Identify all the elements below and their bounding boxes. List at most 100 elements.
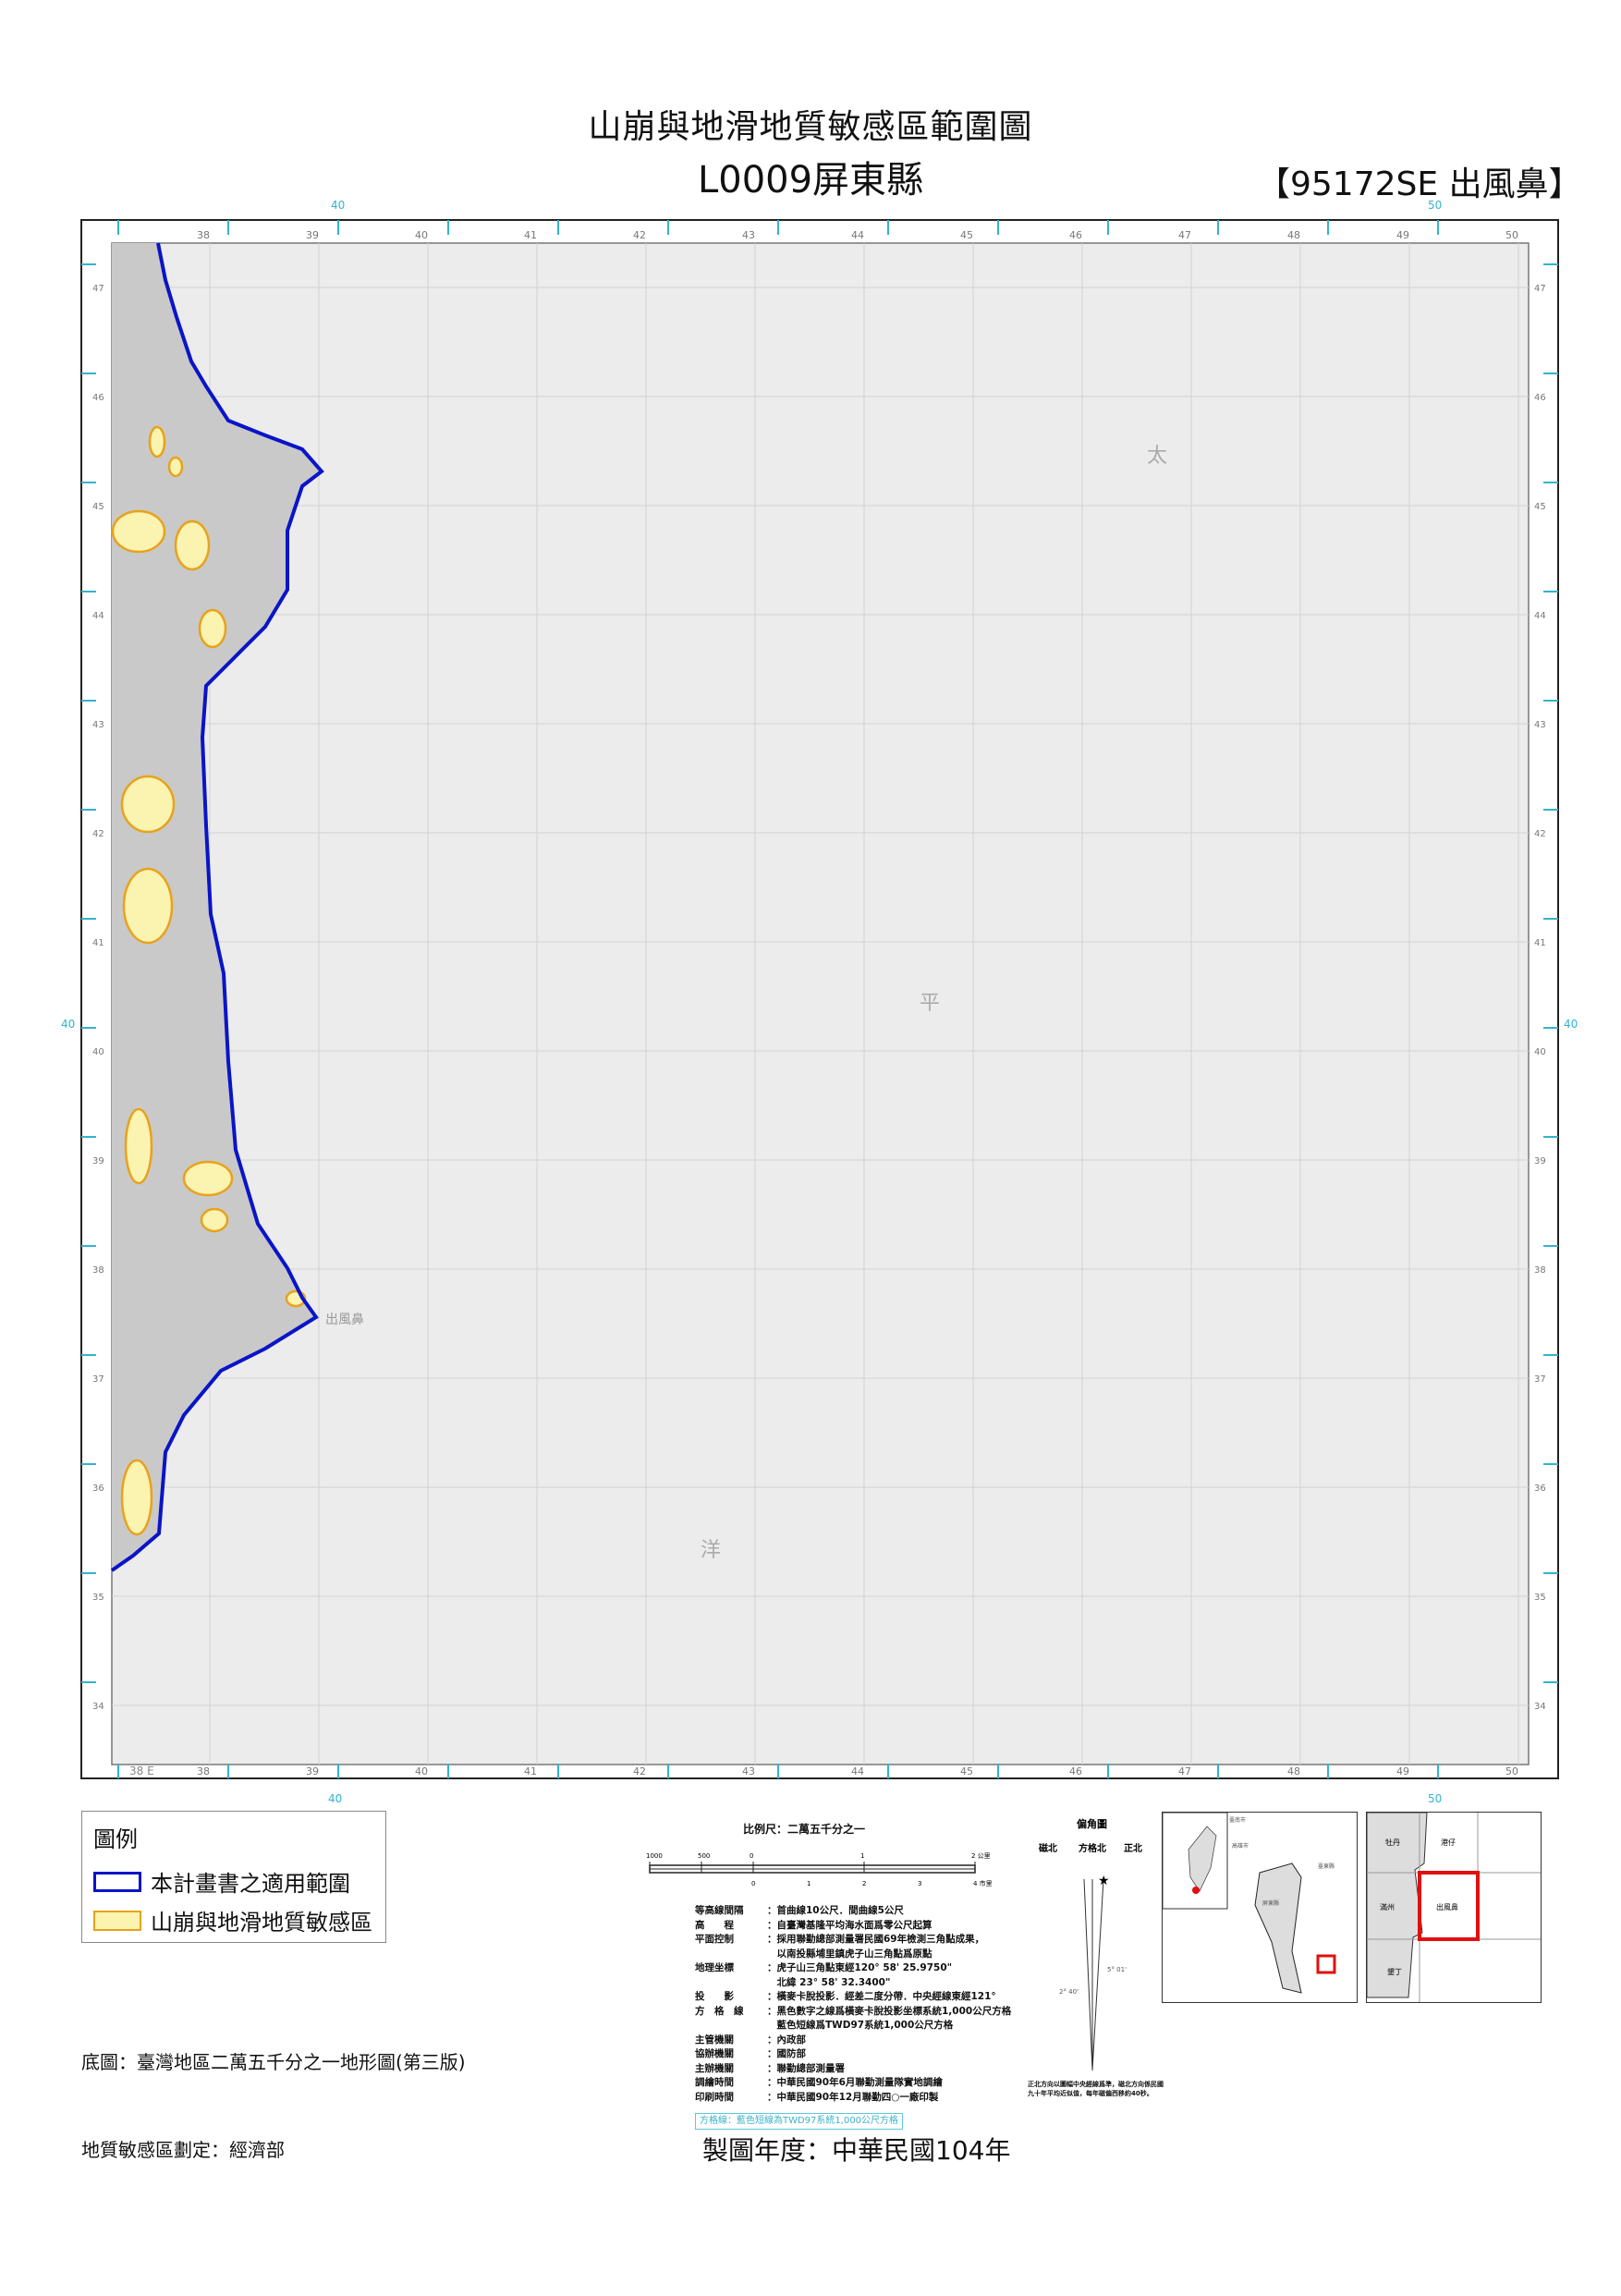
bottom-tick-label: 44	[851, 1765, 864, 1777]
spec-value: 採用聯勤總部測量署民國69年檢測三角點成果，	[776, 1934, 985, 1945]
right-tick-label: 35	[1534, 1593, 1546, 1603]
locator-map-sheets: 牡丹 港仔 滿州 出風鼻 墾丁	[1366, 1812, 1542, 2003]
scale-tick-label: 0	[751, 1880, 755, 1887]
spec-row: 等高線間隔 ：首曲線10公尺．間曲線5公尺	[695, 1904, 1011, 1919]
spec-key: 高 程	[695, 1919, 734, 1931]
scale-tick-label: 2 公里	[971, 1852, 991, 1860]
spec-separator: ：	[767, 2048, 777, 2059]
left-tick-label: 39	[92, 1156, 104, 1166]
spec-key: 調繪時間	[695, 2077, 734, 2088]
right-tick-label: 46	[1534, 393, 1546, 403]
spec-value: 黑色數字之線爲橫麥卡脫投影坐標系統1,000公尺方格	[776, 2005, 1012, 2017]
sheet-label: 牡丹	[1385, 1838, 1400, 1847]
spec-key: 平面控制	[695, 1934, 734, 1945]
right-tick-label: 38	[1534, 1265, 1546, 1276]
sheet-label: 港仔	[1441, 1838, 1456, 1847]
left-tick-label: 36	[92, 1484, 104, 1494]
angle-label: 5° 01'	[1107, 1966, 1127, 1973]
spec-row: 藍色短線爲TWD97系統1,000公尺方格	[695, 2019, 1011, 2033]
plan-boundary-line	[110, 242, 324, 1572]
legend-item-boundary: 本計畫書之適用範圍	[93, 1865, 350, 1898]
spec-row: 高 程 ：自臺灣基隆平均海水面爲零公尺起算	[695, 1919, 1011, 1934]
scale-bar: 1000 500 0 1 2 公里 0 1 2 3 4 市里	[646, 1852, 993, 1887]
sensitive-area-polygon	[174, 519, 211, 571]
left-tick-label: 34	[92, 1702, 104, 1712]
right-tick-label: 44	[1534, 611, 1546, 621]
top-tick-label: 50	[1505, 229, 1518, 241]
top-tick-label: 39	[306, 229, 319, 241]
legend-label: 山崩與地滑地質敏感區	[151, 1910, 372, 1936]
top-tick-label: 38	[197, 229, 210, 241]
top-tick-label: 41	[524, 229, 537, 241]
spec-row: 北緯 23° 58' 32.3400"	[695, 1976, 1011, 1991]
sensitive-area-polygon	[200, 1207, 229, 1233]
twd97-label: 50	[1428, 199, 1442, 212]
map-specifications: 等高線間隔 ：首曲線10公尺．間曲線5公尺高 程：自臺灣基隆平均海水面爲零公尺起算…	[695, 1904, 1011, 2105]
spec-row: 協辦機關 ：國防部	[695, 2047, 1011, 2062]
right-tick-label: 45	[1534, 502, 1546, 512]
left-tick-label: 43	[92, 720, 104, 730]
spec-separator: ：	[767, 2091, 777, 2103]
spec-separator: ：	[767, 2077, 777, 2088]
scale-tick-label: 4 市里	[973, 1879, 993, 1887]
spec-separator: ：	[767, 2062, 777, 2074]
spec-separator	[767, 1948, 777, 1960]
boundary-swatch	[93, 1871, 141, 1892]
right-tick-label: 41	[1534, 938, 1546, 948]
left-tick-label: 44	[92, 611, 104, 621]
top-tick-label: 48	[1287, 229, 1300, 241]
spec-separator: ：	[767, 2033, 777, 2046]
sensitive-area-polygon	[111, 509, 166, 554]
county-label: 臺南市	[1229, 1816, 1246, 1824]
spec-separator	[767, 2020, 777, 2031]
sheet-label: 出風鼻	[1436, 1902, 1458, 1911]
production-year: 製圖年度：中華民國104年	[702, 2135, 1011, 2166]
left-tick-label: 38	[92, 1265, 104, 1276]
spec-key: 主管機關	[695, 2033, 734, 2046]
scale-tick-label: 1	[860, 1852, 864, 1860]
sensitive-swatch	[93, 1910, 141, 1931]
bottom-tick-label: 50	[1505, 1765, 1518, 1777]
sheet-number: 【95172SE 出風鼻】	[1257, 165, 1582, 203]
top-tick-label: 49	[1396, 229, 1409, 241]
twd97-label: 40	[61, 1018, 75, 1031]
topographic-map[interactable]: 38 38 39 39 40 40 41 41 42 42 43 43 44 44 45 45 46 46 47 47…	[0, 0, 1621, 1812]
top-tick-label: 44	[851, 229, 864, 241]
spec-value: 中華民國90年6月聯勤測量隊實地調繪	[776, 2077, 943, 2088]
twd97-label: 40	[328, 1792, 342, 1805]
sensitive-area-polygon	[198, 608, 227, 649]
sensitive-area-polygon	[124, 1107, 153, 1185]
place-label: 出風鼻	[325, 1312, 364, 1327]
bottom-tick-label: 49	[1396, 1765, 1409, 1777]
bottom-tick-label: 48	[1287, 1765, 1300, 1777]
sheet-label: 墾丁	[1387, 1967, 1402, 1976]
declination-note: 正北方向以圖幅中央經線爲準，磁北方向係民國九十年平均近似值，每年磁偏西移約40秒…	[1028, 2081, 1164, 2097]
spec-key: 投 影	[695, 1991, 734, 2002]
left-tick-label: 35	[92, 1593, 104, 1603]
top-tick-label: 43	[742, 229, 755, 241]
legend: 圖例 本計畫書之適用範圍 山崩與地滑地質敏感區	[81, 1811, 386, 1943]
sensitive-area-polygon	[120, 1459, 153, 1536]
land-area	[112, 243, 322, 1570]
sheet-label: 滿州	[1380, 1902, 1395, 1911]
designation-note: 地質敏感區劃定：經濟部	[81, 2139, 285, 2161]
spec-row: 以南投縣埔里鎮虎子山三角點爲原點	[695, 1948, 1011, 1962]
spec-key: 印刷時間	[695, 2091, 734, 2103]
sensitive-areas	[111, 425, 307, 1536]
scale-tick-label: 500	[698, 1852, 710, 1860]
top-tick-label: 40	[415, 229, 428, 241]
locator-map-county: 臺南市 高雄市 臺東縣 屏東縣	[1162, 1812, 1358, 2003]
twd97-note: 方格線：藍色短線為TWD97系統1,000公尺方格	[695, 2113, 904, 2130]
legend-item-sensitive: 山崩與地滑地質敏感區	[93, 1904, 372, 1936]
left-tick-label: 45	[92, 502, 104, 512]
left-tick-label: 47	[92, 284, 104, 294]
map-area	[111, 242, 1530, 1765]
spec-value: 國防部	[776, 2048, 807, 2059]
spec-value: 虎子山三角點東經120° 58' 25.9750"	[776, 1962, 953, 1973]
right-tick-label: 40	[1534, 1047, 1546, 1057]
spec-key: 地理坐標	[695, 1962, 734, 1973]
ocean-label: 洋	[701, 1539, 721, 1562]
top-tick-label: 42	[633, 229, 646, 241]
left-tick-label: 41	[92, 938, 104, 948]
spec-value: 藍色短線爲TWD97系統1,000公尺方格	[776, 2020, 954, 2031]
